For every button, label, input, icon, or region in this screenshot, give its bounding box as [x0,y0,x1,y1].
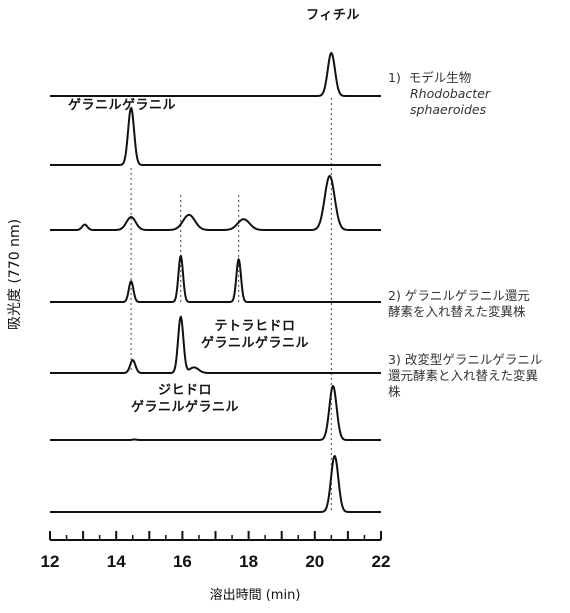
annotation-tetrahydro-gg: テトラヒドロ ゲラニルゲラニル [190,318,320,352]
legend-1-line1: モデル生物 [408,70,472,85]
trace-4 [50,254,381,303]
annotation-tetrahydro-line1: テトラヒドロ [214,319,296,334]
trace-2 [50,106,381,166]
x-axis-label: 溶出時間 (min) [209,588,301,603]
annotation-phytyl: フィチル [306,8,360,23]
x-tick-label: 12 [41,552,60,571]
x-tick-label: 18 [239,552,258,571]
y-axis-label: 吸光度 (770 nm) [7,218,23,330]
legend-2-line2: 酵素を入れ替えた変異株 [388,304,526,319]
trace-1 [50,51,381,97]
legend-2-num: 2) [388,288,401,303]
legend-3-line3: 株 [388,384,401,399]
x-tick-label: 14 [107,552,126,571]
legend-3-line2: 還元酵素と入れ替えた変異 [388,368,539,383]
legend-1-line2: Rhodobacter [410,86,491,101]
legend-1: 1) モデル生物 Rhodobacter sphaeroides [388,70,568,118]
legend-2: 2) ゲラニルゲラニル還元 酵素を入れ替えた変異株 [388,288,568,320]
trace-5 [50,315,381,374]
reference-lines [130,98,332,512]
traces [50,51,381,513]
annotation-dihydro-line2: ゲラニルゲラニル [130,400,239,415]
legend-1-num: 1) [388,70,401,85]
x-axis: 12 14 16 18 20 22 [41,531,391,571]
x-tick-label: 20 [305,552,324,571]
trace-6 [50,384,381,441]
annotation-dihydro-gg: ジヒドロ ゲラニルゲラニル [120,382,250,416]
legend-3-line1: 改変型ゲラニルゲラニル [404,352,543,367]
legend-2-line1: ゲラニルゲラニル還元 [404,288,530,303]
annotation-dihydro-line1: ジヒドロ [157,383,212,398]
legend-3-num: 3) [388,352,401,367]
legend-1-line3: sphaeroides [410,102,487,117]
annotation-tetrahydro-line2: ゲラニルゲラニル [200,336,309,351]
annotation-geranylgeranyl: ゲラニルゲラニル [67,98,176,113]
legend-3: 3) 改変型ゲラニルゲラニル 還元酵素と入れ替えた変異 株 [388,352,570,400]
x-tick-label: 16 [173,552,192,571]
trace-7 [50,454,381,513]
trace-3 [50,174,381,231]
x-tick-label: 22 [372,552,391,571]
